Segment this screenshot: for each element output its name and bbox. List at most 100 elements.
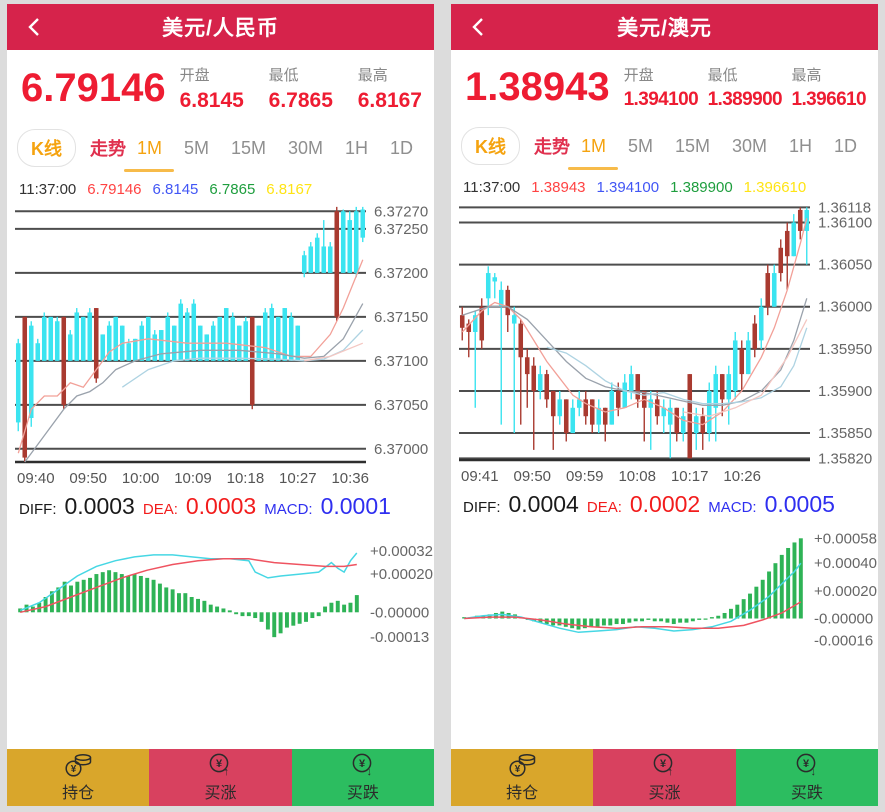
svg-text:6.37000: 6.37000 xyxy=(374,441,428,458)
page-title: 美元/人民币 xyxy=(162,17,279,40)
stat-value: 6.7865 xyxy=(268,89,333,112)
tab-period-1d[interactable]: 1D xyxy=(833,135,857,156)
stat-label: 最高 xyxy=(791,67,822,84)
svg-text:¥: ¥ xyxy=(515,764,521,775)
stat-high: 最高 1.396610 xyxy=(791,64,867,111)
buy-up-button[interactable]: ¥ ↑ 买涨 xyxy=(593,749,736,806)
info-low: 6.7865 xyxy=(209,181,256,198)
tab-period-15m[interactable]: 15M xyxy=(230,137,266,158)
quote-section: 6.79146 开盘 6.8145 最低 6.7865 最高 6.8167 xyxy=(7,50,434,123)
svg-text:¥: ¥ xyxy=(216,758,223,770)
tab-period-1m[interactable]: 1M xyxy=(133,136,166,161)
position-button[interactable]: ¥ 持仓 xyxy=(7,749,150,806)
diff-label: DIFF: xyxy=(19,501,57,518)
trend-tab[interactable]: 走势 xyxy=(90,139,126,159)
svg-text:¥: ¥ xyxy=(71,764,77,775)
stat-value: 1.394100 xyxy=(623,89,699,110)
trend-tab[interactable]: 走势 xyxy=(534,137,570,157)
dea-label: DEA: xyxy=(142,501,178,518)
x-tick-label: 09:59 xyxy=(565,468,604,485)
svg-text:+0.00032: +0.00032 xyxy=(370,543,433,560)
back-chevron-icon xyxy=(472,18,483,36)
period-tabs: 1M 5M 15M 30M 1H 1D xyxy=(570,134,868,159)
ohlc-info-row: 11:37:00 6.79146 6.8145 6.7865 6.8167 xyxy=(7,181,434,200)
position-button[interactable]: ¥ 持仓 xyxy=(451,749,594,806)
buy-up-button[interactable]: ¥ ↑ 买涨 xyxy=(149,749,292,806)
x-tick-label: 10:18 xyxy=(226,470,265,487)
buy-down-button[interactable]: ¥ ↓ 买跌 xyxy=(291,749,434,806)
x-tick-label: 10:36 xyxy=(331,470,369,487)
tab-period-5m[interactable]: 5M xyxy=(627,135,653,156)
svg-text:6.37250: 6.37250 xyxy=(374,221,428,238)
chart-tabs: K线 走势 1M 5M 15M 30M 1H 1D xyxy=(7,123,434,181)
macd-chart: +0.00032 +0.00020 -0.00000 -0.00013 xyxy=(18,543,433,646)
svg-text:1.35950: 1.35950 xyxy=(818,341,872,358)
svg-text:6.37270: 6.37270 xyxy=(374,203,428,220)
stat-label: 开盘 xyxy=(623,67,654,84)
quote-stats: 开盘 6.8145 最低 6.7865 最高 6.8167 xyxy=(180,64,422,113)
svg-text:+0.00040: +0.00040 xyxy=(814,555,877,572)
info-current: 6.79146 xyxy=(87,181,142,198)
tab-period-30m[interactable]: 30M xyxy=(287,137,323,158)
svg-text:¥: ¥ xyxy=(660,758,667,770)
diff-label: DIFF: xyxy=(463,499,501,516)
buy-down-label: 买跌 xyxy=(790,785,823,802)
stat-open: 开盘 1.394100 xyxy=(623,64,699,111)
quote-section: 1.38943 开盘 1.394100 最低 1.389900 最高 1.396… xyxy=(451,50,878,121)
tab-period-1h[interactable]: 1H xyxy=(788,135,812,156)
svg-text:1.36000: 1.36000 xyxy=(818,299,872,316)
macd-label: MACD: xyxy=(708,499,757,516)
position-coins-icon: ¥ xyxy=(509,753,536,777)
info-open: 1.394100 xyxy=(596,179,660,196)
stat-label: 开盘 xyxy=(179,67,210,84)
macd-value: 0.0005 xyxy=(764,491,835,517)
current-price: 6.79146 xyxy=(21,66,166,110)
x-tick-label: 09:41 xyxy=(461,468,499,485)
x-tick-label: 10:09 xyxy=(174,470,212,487)
stat-value: 1.396610 xyxy=(791,89,867,110)
buy-down-icon: ¥ ↓ xyxy=(796,753,816,778)
quote-time: 11:37:00 xyxy=(463,179,521,196)
action-bar: ¥ 持仓 ¥ ↑ 买涨 ¥ ↓ 买跌 xyxy=(7,749,434,806)
svg-text:↑: ↑ xyxy=(224,766,230,778)
buy-down-icon: ¥ ↓ xyxy=(352,753,372,778)
tab-period-15m[interactable]: 15M xyxy=(674,135,710,156)
svg-text:¥: ¥ xyxy=(359,758,366,770)
back-button[interactable] xyxy=(17,4,51,50)
stat-label: 最低 xyxy=(268,67,299,84)
header-bar: 美元/澳元 xyxy=(451,4,878,50)
svg-text:1.36118: 1.36118 xyxy=(818,199,871,216)
svg-text:6.37100: 6.37100 xyxy=(374,353,428,370)
buy-down-button[interactable]: ¥ ↓ 买跌 xyxy=(735,749,878,806)
kline-button[interactable]: K线 xyxy=(461,127,520,165)
tab-period-5m[interactable]: 5M xyxy=(183,137,209,158)
x-tick-label: 09:40 xyxy=(17,470,55,487)
tab-period-1m[interactable]: 1M xyxy=(577,134,610,159)
back-button[interactable] xyxy=(461,4,495,50)
kline-button[interactable]: K线 xyxy=(17,129,76,167)
position-label: 持仓 xyxy=(62,785,95,802)
info-high: 1.396610 xyxy=(743,179,807,196)
svg-text:1.36100: 1.36100 xyxy=(818,215,872,232)
tab-period-30m[interactable]: 30M xyxy=(731,135,767,156)
position-label: 持仓 xyxy=(506,785,539,802)
svg-text:↑: ↑ xyxy=(668,766,674,778)
back-chevron-icon xyxy=(28,18,39,36)
buy-up-icon: ¥ ↑ xyxy=(210,753,230,778)
svg-text:1.35850: 1.35850 xyxy=(818,425,872,442)
x-tick-label: 10:27 xyxy=(279,470,317,487)
svg-text:6.37050: 6.37050 xyxy=(374,397,428,414)
tab-period-1h[interactable]: 1H xyxy=(344,137,368,158)
info-low: 1.389900 xyxy=(670,179,733,196)
tab-period-1d[interactable]: 1D xyxy=(389,137,413,158)
dea-label: DEA: xyxy=(586,499,622,516)
diff-value: 0.0004 xyxy=(508,491,579,517)
dea-value: 0.0002 xyxy=(629,491,701,517)
page-title: 美元/澳元 xyxy=(617,17,712,40)
x-axis-labels: 09:40 09:50 10:00 10:09 10:18 10:27 10:36 xyxy=(7,468,369,489)
info-high: 6.8167 xyxy=(266,181,313,198)
diff-value: 0.0003 xyxy=(64,493,135,519)
period-tabs: 1M 5M 15M 30M 1H 1D xyxy=(126,136,424,161)
chart-tabs: K线 走势 1M 5M 15M 30M 1H 1D xyxy=(451,121,878,179)
